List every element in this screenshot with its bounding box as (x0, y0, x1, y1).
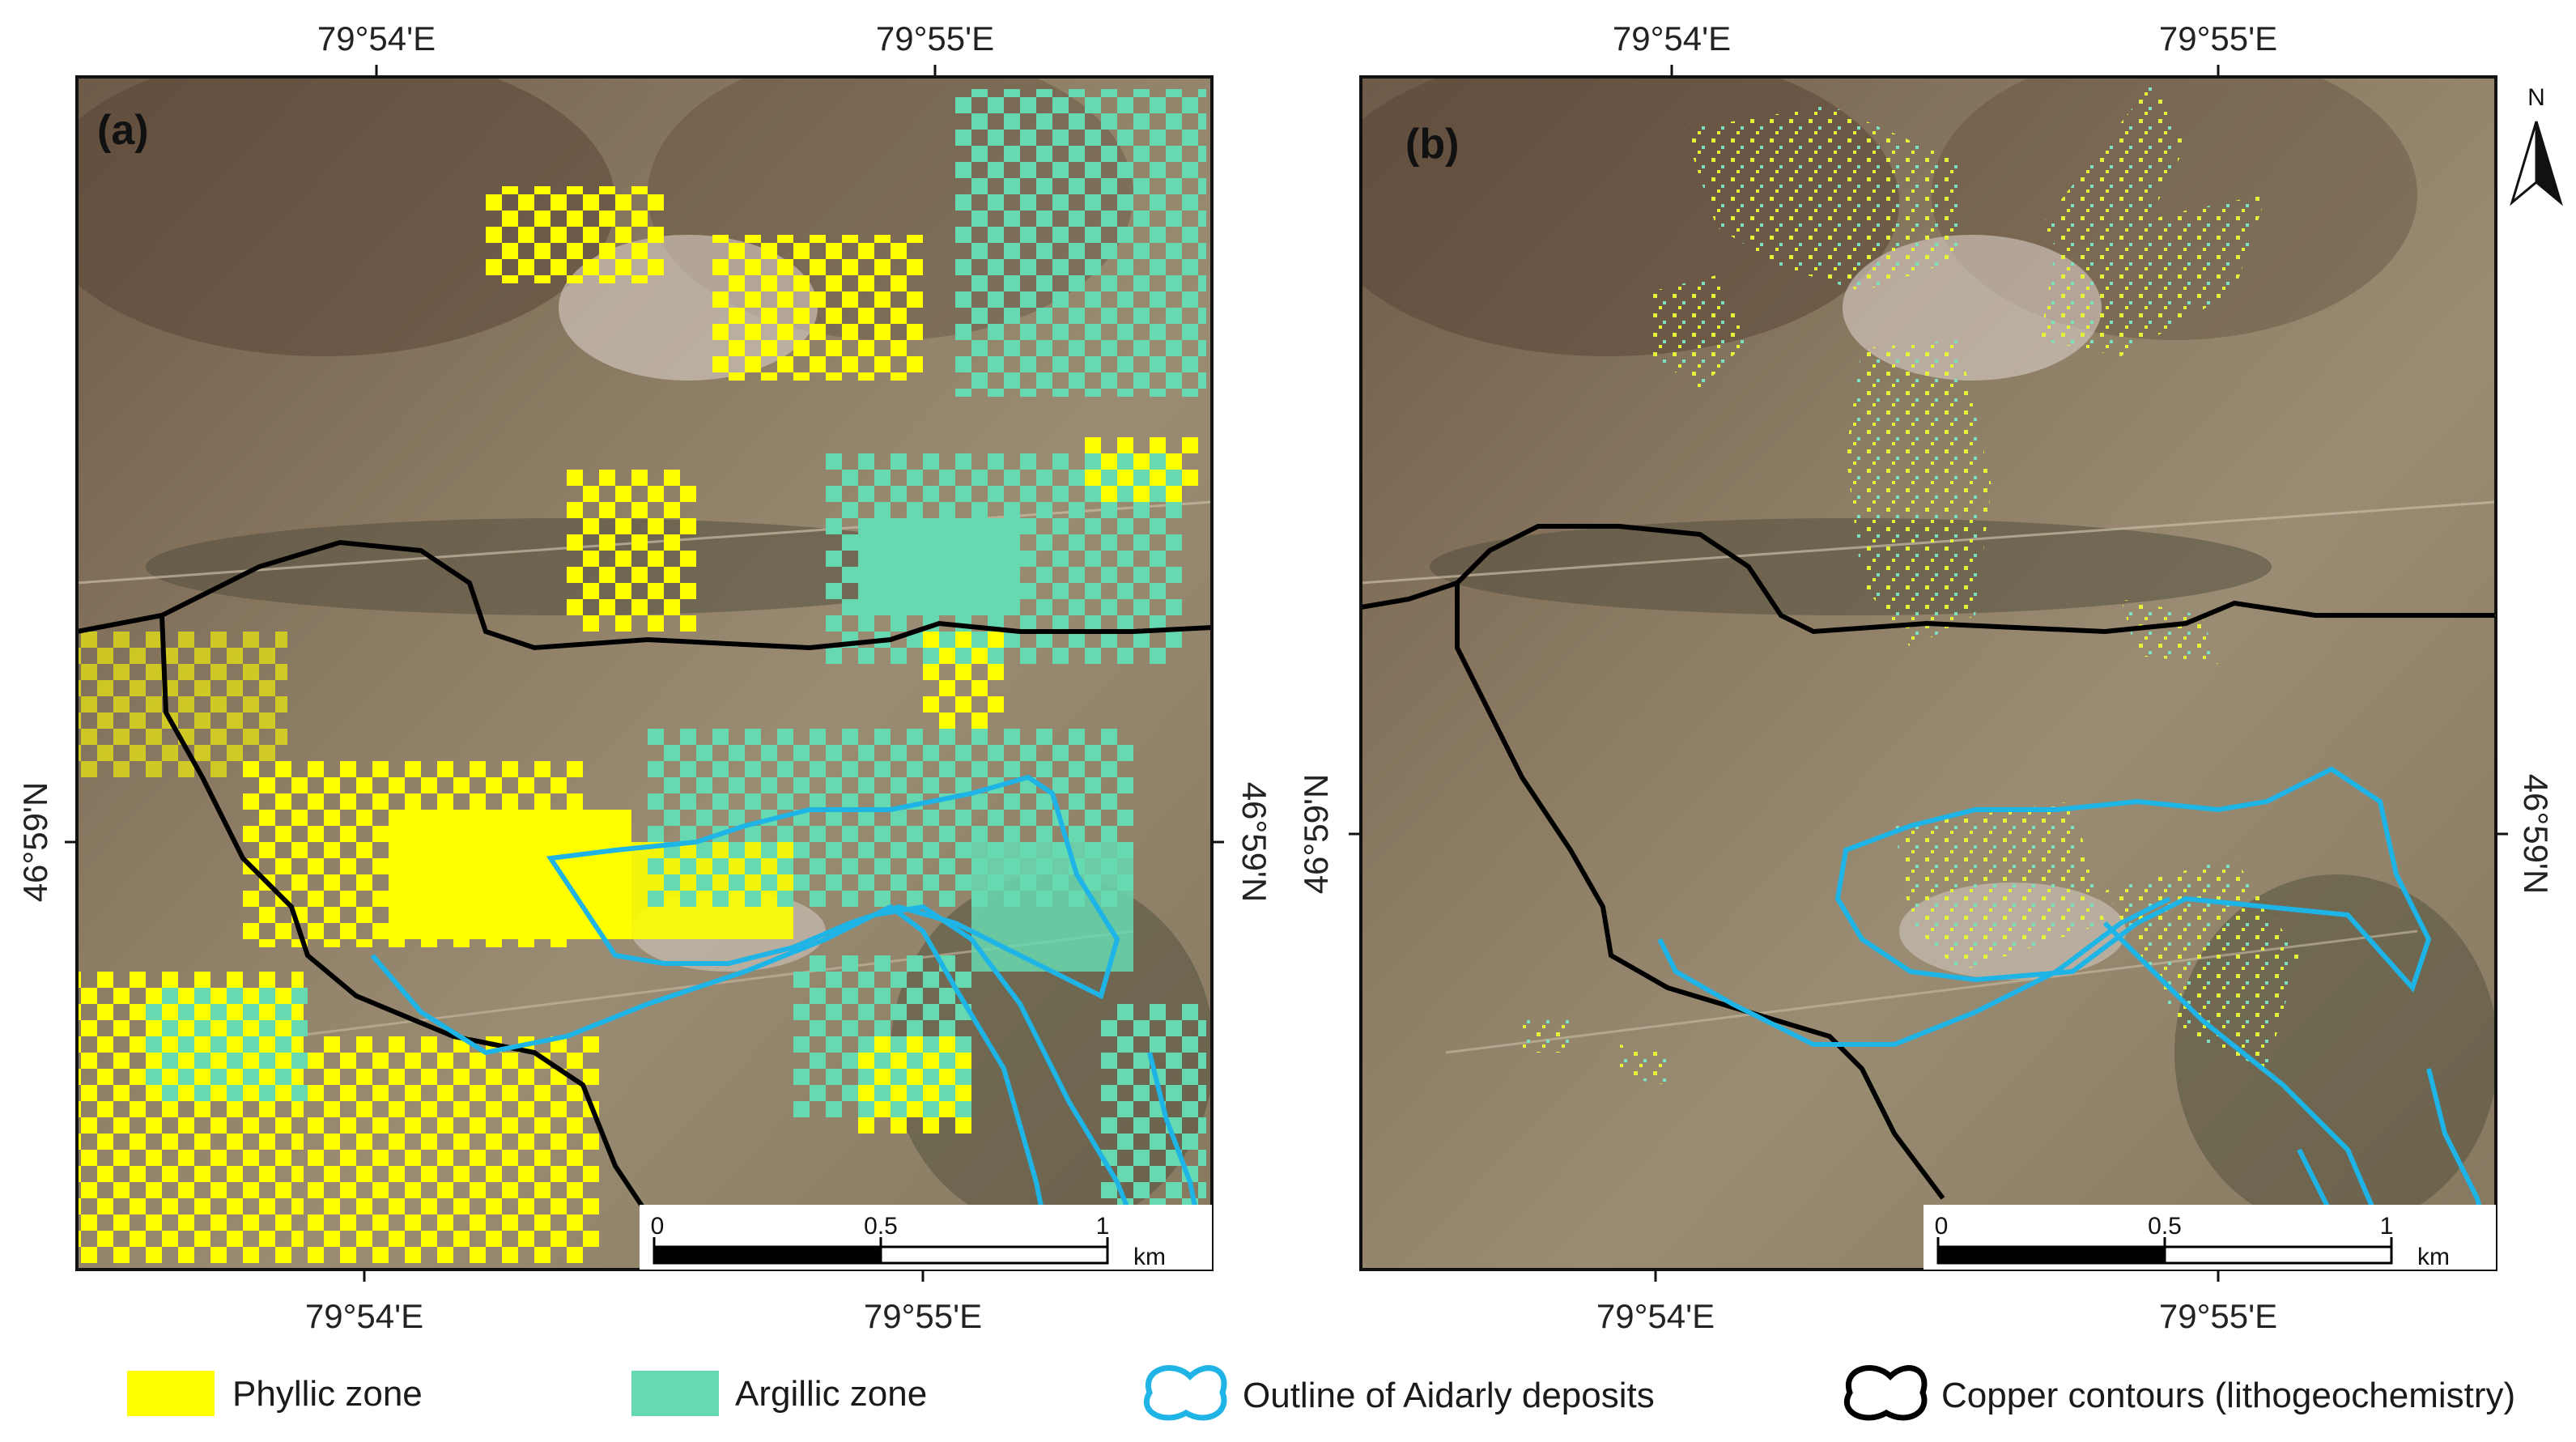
map-panel-a: 79°54'E 79°55'E 79°54'E 79°55'E 46°59'N … (16, 19, 1273, 1335)
left-tick-label-b: 46°59'N (1297, 774, 1335, 895)
top-tick-label-b-1: 79°54'E (1613, 19, 1731, 57)
north-arrow-icon: N (2510, 84, 2563, 206)
legend: Phyllic zone Argillic zone Outline of Ai… (127, 1365, 2515, 1421)
top-tick-label-b-2: 79°55'E (2159, 19, 2277, 57)
right-tick-label-a: 46°59'N (1235, 782, 1273, 903)
top-tick-label-a-2: 79°55'E (876, 19, 994, 57)
bottom-tick-label-b-2: 79°55'E (2159, 1297, 2277, 1335)
map-panel-b: 79°54'E 79°55'E 79°54'E 79°55'E 46°59'N … (1297, 19, 2555, 1335)
bottom-tick-label-a-2: 79°55'E (864, 1297, 982, 1335)
legend-label-argillic: Argillic zone (735, 1374, 927, 1414)
argillic-swatch (631, 1371, 719, 1416)
copper-contour-a (77, 539, 1212, 1216)
scale-unit-a: km (1133, 1244, 1166, 1270)
north-arrow-label: N (2527, 84, 2545, 111)
scale-tick-b-05: 0.5 (2148, 1213, 2182, 1240)
scale-tick-a-1: 1 (1096, 1213, 1110, 1240)
scale-tick-b-1: 1 (2380, 1213, 2394, 1240)
graticule-ticks-a (65, 65, 1224, 1282)
legend-item-aidarly: Outline of Aidarly deposits (1144, 1365, 1655, 1421)
scale-tick-a-05: 0.5 (864, 1213, 898, 1240)
legend-item-copper: Copper contours (lithogeochemistry) (1844, 1365, 2515, 1421)
legend-item-phyllic: Phyllic zone (127, 1371, 423, 1416)
panel-label-a: (a) (97, 107, 149, 154)
graticule-ticks-b (1349, 65, 2508, 1282)
legend-label-phyllic: Phyllic zone (232, 1374, 423, 1414)
scale-unit-b: km (2417, 1244, 2450, 1270)
scale-bar-b: 0 0.5 1 km (1923, 1205, 2496, 1270)
scale-bar-a: 0 0.5 1 km (640, 1205, 1212, 1270)
legend-label-copper: Copper contours (lithogeochemistry) (1941, 1376, 2515, 1415)
phyllic-swatch (127, 1371, 215, 1416)
satellite-image-a (77, 77, 1212, 1270)
phyllic-zone-pixels-a (77, 186, 1198, 1263)
copper-outline-icon (1844, 1365, 1928, 1421)
copper-contour-b (1361, 524, 2496, 1200)
alteration-pixels-b (1522, 81, 2299, 1085)
satellite-image-b (1361, 77, 2496, 1270)
bottom-tick-label-b-1: 79°54'E (1596, 1297, 1715, 1335)
scale-tick-a-0: 0 (651, 1213, 665, 1240)
scale-tick-b-0: 0 (1935, 1213, 1949, 1240)
legend-item-argillic: Argillic zone (631, 1371, 927, 1416)
argillic-zone-pixels-a (146, 89, 1206, 1247)
bottom-tick-label-a-1: 79°54'E (305, 1297, 423, 1335)
left-tick-label-a: 46°59'N (16, 782, 54, 903)
panel-label-b: (b) (1405, 121, 1459, 168)
right-tick-label-b: 46°59'N (2517, 774, 2555, 895)
legend-label-aidarly: Outline of Aidarly deposits (1243, 1376, 1655, 1415)
aidarly-outline-icon (1144, 1365, 1227, 1421)
top-tick-label-a-1: 79°54'E (317, 19, 436, 57)
